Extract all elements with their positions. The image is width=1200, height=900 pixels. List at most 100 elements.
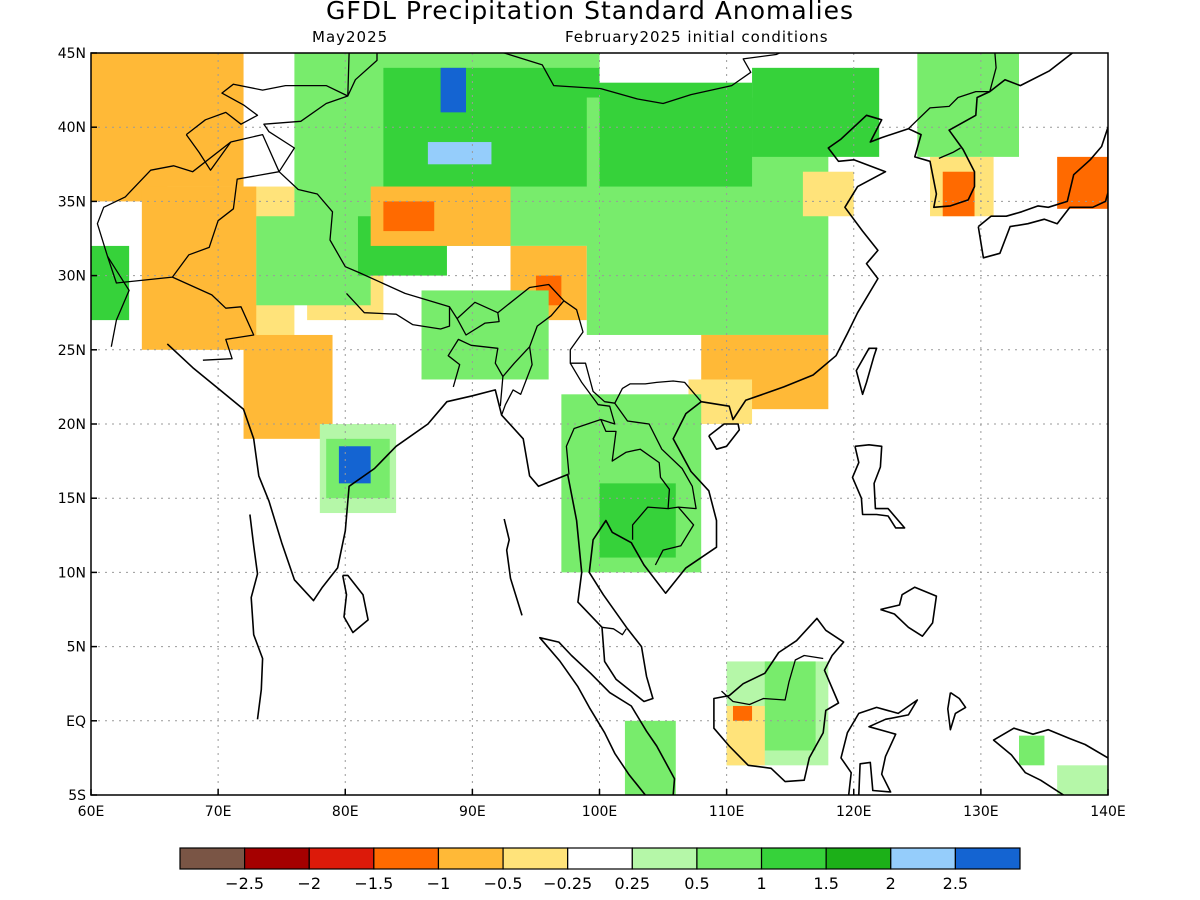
colorbar-label: 0.25 xyxy=(614,874,650,893)
anomaly-region-33 xyxy=(624,720,676,795)
longitude-tick-label: 100E xyxy=(582,804,618,820)
latitude-tick-label: 25N xyxy=(58,343,86,359)
latitude-tick-label: 20N xyxy=(58,417,86,433)
anomaly-region-36 xyxy=(1057,156,1108,209)
longitude-tick-label: 70E xyxy=(205,804,232,820)
country-border xyxy=(654,506,695,566)
country-border xyxy=(456,312,500,336)
anomaly-region-2 xyxy=(141,186,257,350)
colorbar-swatch xyxy=(308,847,375,870)
anomaly-region-38 xyxy=(1057,765,1108,795)
country-border xyxy=(565,362,616,475)
anomaly-region-37 xyxy=(917,53,1020,157)
country-border xyxy=(721,654,824,706)
anomaly-region-4 xyxy=(243,334,333,439)
colorbar-swatch xyxy=(437,847,504,870)
colorbar-label: −2 xyxy=(297,874,321,893)
initial-conditions-label: February2025 initial conditions xyxy=(565,28,829,46)
longitude-tick-label: 110E xyxy=(709,804,745,820)
coastline xyxy=(992,727,1108,795)
country-border xyxy=(938,147,961,159)
latitude-tick-label: 15N xyxy=(58,491,86,507)
country-border xyxy=(907,90,990,130)
colorbar-swatch xyxy=(760,847,827,870)
coastline xyxy=(880,586,938,638)
coastline xyxy=(708,423,741,451)
colorbar-label: 1 xyxy=(756,874,766,893)
coastline xyxy=(946,691,967,731)
colorbar-swatch xyxy=(179,847,246,870)
colorbar-label: −2.5 xyxy=(225,874,264,893)
anomaly-region-14 xyxy=(383,201,435,232)
colorbar-swatch xyxy=(567,847,633,870)
country-border xyxy=(106,255,130,347)
country-border xyxy=(185,83,349,136)
coastline xyxy=(840,699,919,795)
country-border xyxy=(802,23,848,41)
coastline xyxy=(851,443,906,529)
anomaly-region-26 xyxy=(338,446,371,484)
coastline xyxy=(977,126,1108,259)
longitude-tick-label: 60E xyxy=(78,804,105,820)
latitude-axis: 5S EQ 5N 10N 15N 20N 25N 30N 35N 40N 45N xyxy=(58,46,97,804)
colorbar-legend: −2.5 −2 −1.5 −1 −0.5 −0.25 0.25 0.5 1 1.5 2 2.5 xyxy=(179,847,1021,893)
latitude-tick-label: 45N xyxy=(58,46,86,62)
coastline xyxy=(713,617,845,783)
latitude-tick-label: 40N xyxy=(58,120,86,136)
colorbar-label: −1.5 xyxy=(354,874,393,893)
coastline xyxy=(538,636,676,795)
latitude-tick-label: 30N xyxy=(58,269,86,285)
latitude-tick-label: 5N xyxy=(67,640,86,656)
colorbar-label: 2 xyxy=(886,874,896,893)
anomaly-region-35 xyxy=(942,171,975,217)
forecast-month-label: May2025 xyxy=(312,28,389,46)
country-border xyxy=(563,300,702,404)
country-border xyxy=(172,276,255,361)
latitude-tick-label: 5S xyxy=(68,788,86,804)
latitude-tick-label: 35N xyxy=(58,194,86,210)
longitude-axis: 60E 70E 80E 90E 100E 110E 120E 130E 140E xyxy=(78,789,1126,820)
colorbar-swatch xyxy=(954,847,1021,870)
longitude-tick-label: 120E xyxy=(836,804,872,820)
colorbar-swatch xyxy=(890,847,956,870)
coastline xyxy=(503,518,523,616)
longitude-tick-label: 90E xyxy=(459,804,486,820)
anomaly-region-39 xyxy=(1019,735,1045,766)
colorbar-label: −0.25 xyxy=(543,874,592,893)
colorbar-swatch xyxy=(696,847,763,870)
colorbar-label: 2.5 xyxy=(943,874,968,893)
anomaly-region-10 xyxy=(440,67,467,113)
country-border xyxy=(498,53,782,105)
latitude-tick-label: 10N xyxy=(58,565,86,581)
longitude-tick-label: 80E xyxy=(332,804,359,820)
latitude-tick-label: EQ xyxy=(66,714,86,730)
colorbar-swatch xyxy=(631,847,698,870)
anomaly-region-11 xyxy=(427,142,492,165)
country-border xyxy=(989,53,1006,92)
colorbar-label: 1.5 xyxy=(813,874,838,893)
country-border xyxy=(278,171,565,377)
colorbar-swatch xyxy=(244,847,310,870)
anomaly-region-3 xyxy=(91,245,130,321)
colorbar-label: −0.5 xyxy=(484,874,523,893)
coastline xyxy=(341,574,369,634)
colorbar-label: −1 xyxy=(427,874,451,893)
map-title: GFDL Precipitation Standard Anomalies xyxy=(326,0,854,25)
longitude-tick-label: 140E xyxy=(1090,804,1126,820)
country-border xyxy=(601,626,627,636)
colorbar-swatch xyxy=(373,847,440,870)
country-border xyxy=(447,338,504,407)
colorbar-label: 0.5 xyxy=(684,874,709,893)
colorbar-swatch xyxy=(502,847,569,870)
coastline xyxy=(855,347,878,396)
country-border xyxy=(346,292,451,330)
anomaly-region-30 xyxy=(764,661,816,751)
country-border xyxy=(263,53,350,173)
country-border-layer xyxy=(96,23,1006,706)
country-border xyxy=(600,419,671,540)
anomaly-region-28 xyxy=(599,483,676,558)
coastline-layer xyxy=(166,53,1108,795)
anomaly-fill-layer xyxy=(91,53,1108,795)
country-border xyxy=(185,134,232,171)
country-border xyxy=(347,53,378,97)
